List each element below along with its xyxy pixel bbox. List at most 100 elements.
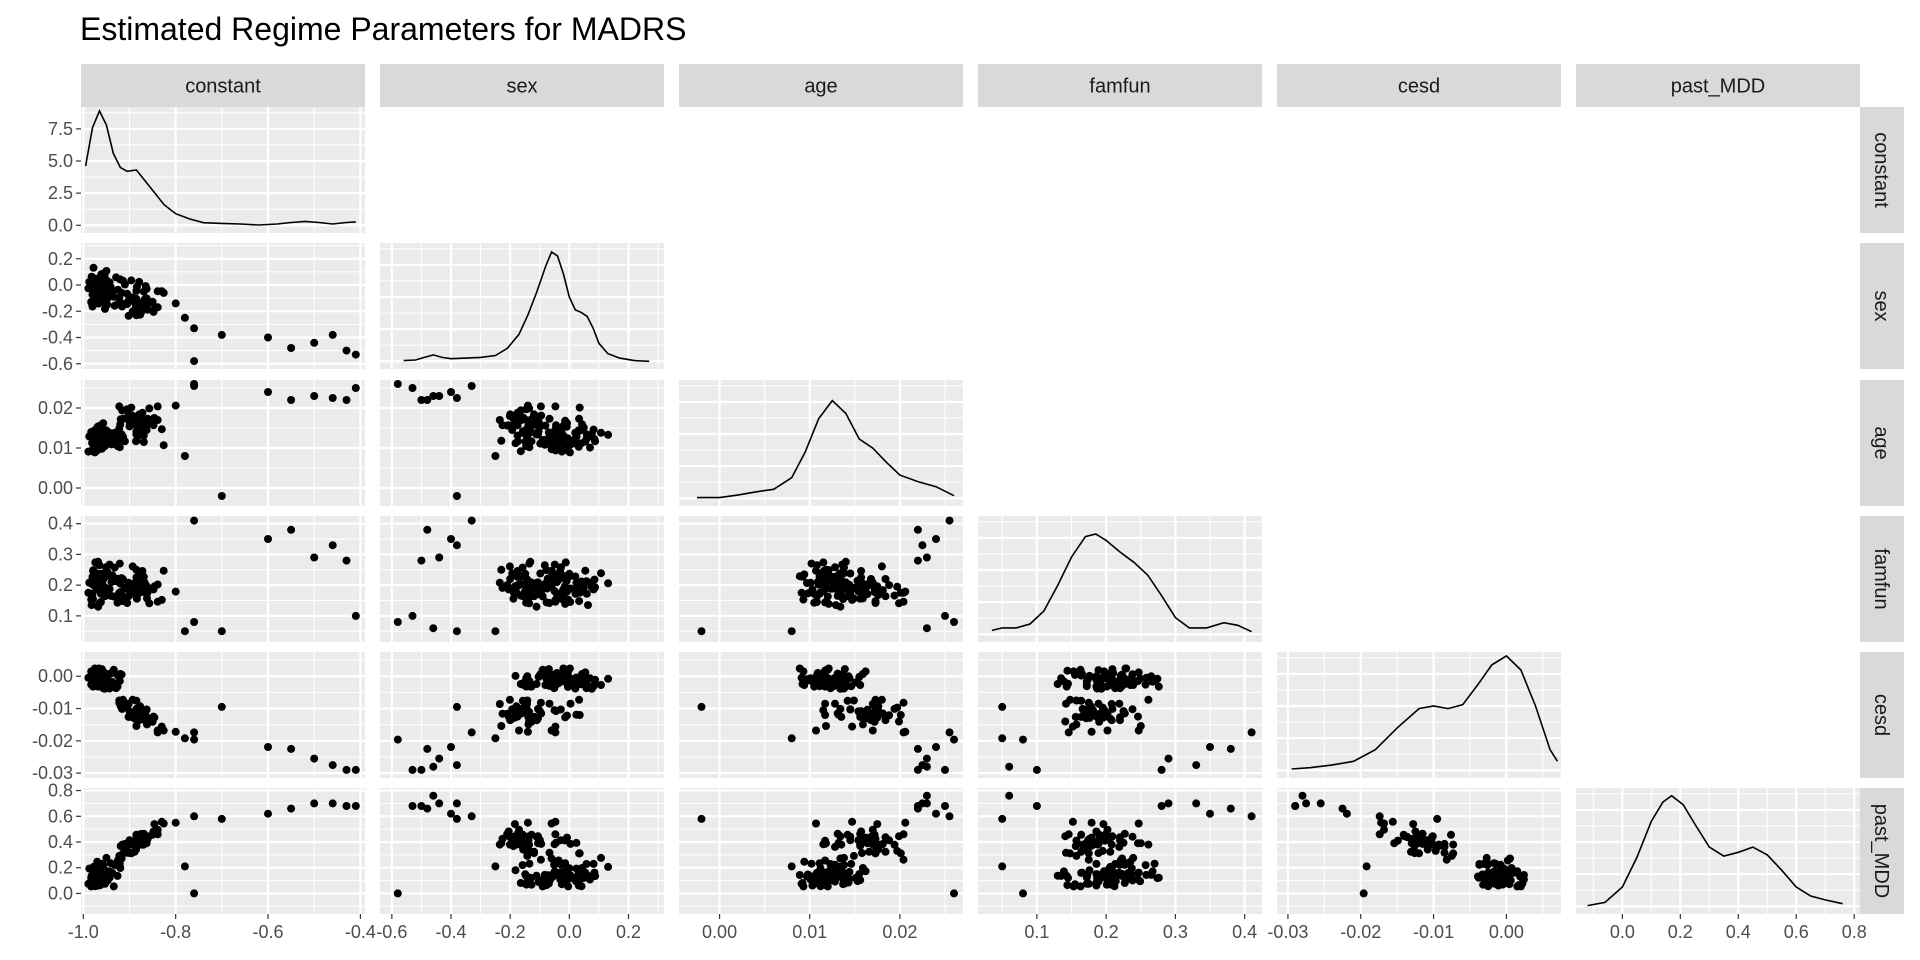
x-tick-label-constant: -0.6 [253, 922, 284, 942]
point [1154, 873, 1163, 882]
point [1094, 666, 1103, 675]
point [551, 830, 560, 839]
x-tick-label-past_MDD: 0.6 [1784, 922, 1809, 942]
point [589, 859, 598, 868]
point [157, 425, 166, 434]
panel-cesd-vs-age [679, 652, 963, 778]
point [1128, 705, 1137, 714]
point [143, 305, 152, 314]
point [604, 579, 613, 588]
point [523, 727, 532, 736]
x-tick-label-famfun: 0.2 [1094, 922, 1119, 942]
point [877, 695, 886, 704]
point [115, 424, 124, 433]
point [843, 672, 852, 681]
point [498, 709, 507, 718]
point [516, 591, 525, 600]
point [561, 558, 570, 567]
point [524, 712, 533, 721]
point [579, 678, 588, 687]
point [1141, 861, 1150, 870]
point [124, 311, 133, 320]
point [516, 406, 525, 415]
point [171, 401, 180, 410]
x-tick-label-sex: -0.6 [376, 922, 407, 942]
point [1206, 809, 1214, 818]
point [1120, 680, 1129, 688]
point [806, 875, 815, 884]
point [103, 437, 112, 446]
point [264, 535, 272, 543]
point [95, 288, 103, 297]
point [1128, 832, 1137, 841]
point [1362, 862, 1371, 871]
panel-past_MDD-vs-sex [380, 788, 664, 914]
point [467, 382, 476, 390]
point [586, 578, 594, 587]
point [1164, 799, 1173, 808]
point [190, 324, 199, 333]
point [118, 840, 127, 849]
col-strip-label-constant: constant [185, 76, 261, 98]
point [109, 882, 118, 891]
chart-title: Estimated Regime Parameters for MADRS [80, 11, 686, 47]
point [837, 584, 846, 593]
point [572, 431, 581, 440]
point [901, 727, 910, 736]
col-strip-past_MDD [1576, 64, 1860, 107]
point [505, 695, 514, 704]
point [1068, 722, 1077, 731]
point [536, 569, 545, 578]
point [899, 855, 908, 864]
point [1071, 712, 1080, 721]
panel-past_MDD-vs-constant [81, 788, 365, 914]
point [820, 677, 829, 686]
density-line-cesd [1291, 654, 1559, 770]
point [571, 572, 580, 581]
point [171, 587, 180, 596]
point [901, 818, 910, 827]
point [132, 430, 141, 439]
y-tick-label-constant: 7.5 [48, 119, 73, 139]
point [1078, 704, 1087, 713]
point [1086, 702, 1095, 711]
point [787, 627, 796, 636]
point [1097, 684, 1106, 693]
panel-age-vs-constant [81, 380, 365, 506]
point [871, 599, 880, 607]
point [435, 553, 444, 562]
point [157, 595, 166, 604]
point [1082, 839, 1091, 848]
point [846, 836, 855, 845]
panel-past_MDD-vs-past_MDD [1576, 788, 1860, 914]
point [513, 437, 522, 446]
point [998, 814, 1007, 823]
point [812, 726, 820, 735]
point [1063, 881, 1072, 890]
point [1121, 664, 1130, 673]
point [575, 711, 584, 719]
point [119, 432, 127, 441]
point [557, 447, 566, 456]
point [1192, 761, 1201, 770]
point [88, 447, 97, 456]
point [941, 611, 949, 620]
x-tick-label-constant: -0.4 [345, 922, 376, 942]
point [1093, 712, 1102, 721]
point [1062, 848, 1070, 857]
point [171, 727, 180, 736]
point [1063, 666, 1072, 675]
point [137, 584, 146, 593]
point [1247, 812, 1256, 821]
point [515, 580, 523, 589]
point [799, 595, 808, 604]
point [812, 598, 821, 606]
point [342, 765, 351, 774]
x-tick-label-famfun: 0.4 [1232, 922, 1257, 942]
point [128, 562, 137, 571]
point [800, 857, 809, 866]
point [132, 437, 140, 446]
point [873, 820, 882, 829]
point [417, 556, 426, 565]
point [84, 588, 93, 597]
